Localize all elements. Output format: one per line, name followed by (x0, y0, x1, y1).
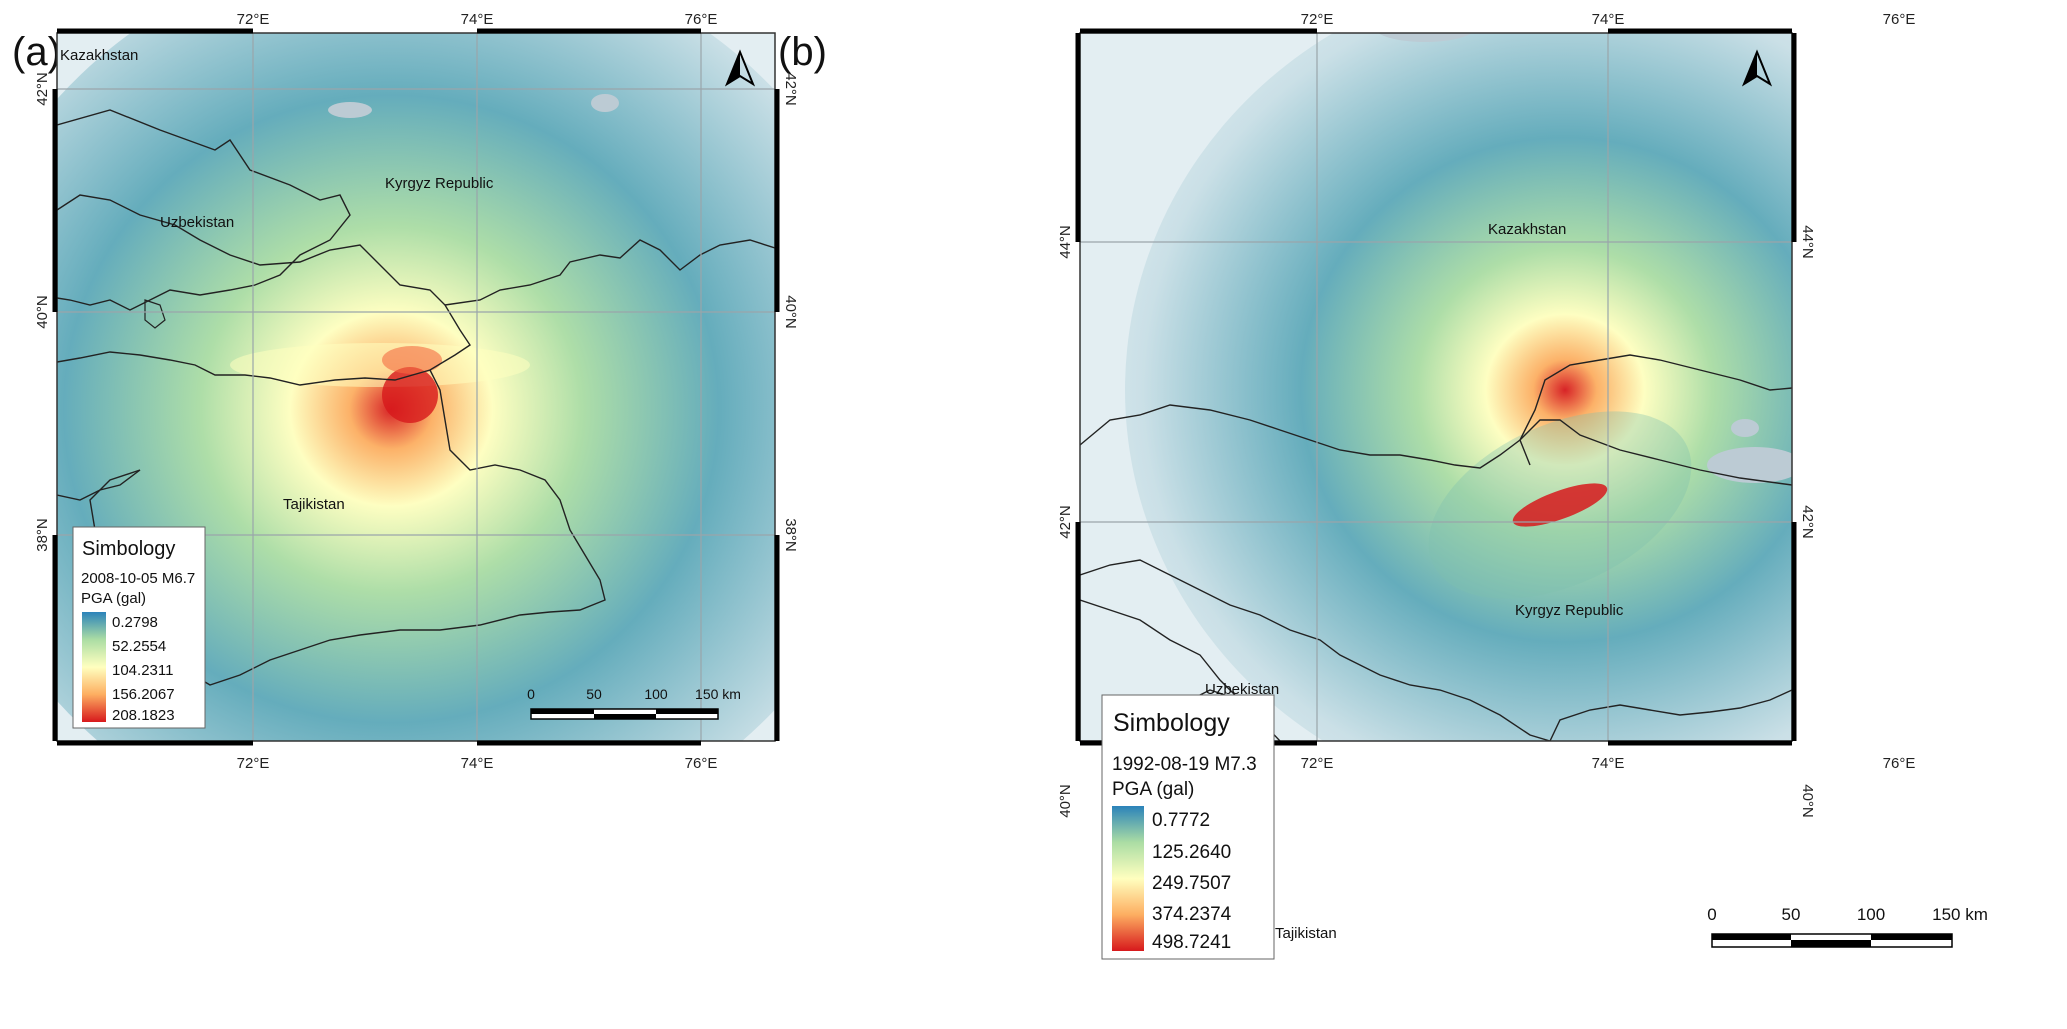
scale-label-b-3: 150 km (1932, 905, 1988, 924)
lon-tick-bottom-74: 74°E (461, 755, 494, 772)
legend-break-a-0: 0.2798 (112, 614, 158, 631)
country-label-tajikistan-a: Tajikistan (283, 496, 345, 513)
color-ramp-b (1112, 806, 1144, 951)
country-label-kazakhstan-b: Kazakhstan (1488, 221, 1566, 238)
border-kyrgyz-east-b (1549, 689, 1792, 741)
legend-break-b-4: 498.7241 (1152, 932, 1231, 953)
border-small-enclave-a (144, 299, 166, 329)
legend-event-a: 2008-10-05 M6.7 (81, 570, 195, 587)
lat-tick-left-42: 42°N (34, 72, 51, 106)
lon-tick-bottom-76: 76°E (685, 755, 718, 772)
country-label-uzbekistan-b: Uzbekistan (1205, 681, 1279, 698)
lake-b3 (1731, 419, 1759, 437)
lat-tick-right-40: 40°N (1799, 784, 1816, 818)
lat-tick-right-42: 42°N (782, 72, 799, 106)
legend-a: Simbology 2008-10-05 M6.7 PGA (gal) 0.27… (72, 526, 206, 729)
legend-unit-a: PGA (gal) (81, 590, 146, 607)
lake-b1 (1378, 33, 1472, 42)
legend-break-a-4: 208.1823 (112, 707, 175, 724)
lon-tick-top-76: 76°E (685, 11, 718, 28)
lat-tick-left-40: 40°N (1057, 784, 1074, 818)
lon-tick-top-72: 72°E (237, 11, 270, 28)
legend-break-b-1: 125.2640 (1152, 842, 1231, 863)
border-tajik-west-a (57, 469, 141, 501)
legend-break-a-1: 52.2554 (112, 638, 166, 655)
lake-b2 (1707, 447, 1792, 483)
border-kyrgyz-east-a (444, 239, 775, 306)
legend-break-b-2: 249.7507 (1152, 873, 1231, 894)
legend-break-a-2: 104.2311 (112, 662, 173, 679)
country-label-kyrgyz-b: Kyrgyz Republic (1515, 602, 1624, 619)
border-kyrgyz-north-a (57, 109, 351, 311)
lat-tick-right-42: 42°N (1799, 505, 1816, 539)
lon-tick-bottom-72: 72°E (237, 755, 270, 772)
legend-unit-b: PGA (gal) (1112, 779, 1194, 800)
lon-tick-bottom-72: 72°E (1301, 755, 1334, 772)
lake-a1 (328, 102, 372, 118)
lat-tick-right-44: 44°N (1799, 225, 1816, 259)
panel-b-label: (b) (778, 30, 827, 74)
lat-tick-left-42: 42°N (1057, 505, 1074, 539)
lake-a2 (591, 94, 619, 112)
map-panel-a: 72°E 74°E 76°E 72°E 74°E 76°E 42°N 40°N … (34, 11, 799, 772)
color-ramp-a (82, 612, 106, 722)
border-kyrgyz-south-b (1080, 559, 1551, 741)
border-uzbek-a (57, 194, 471, 386)
country-label-uzbekistan-a: Uzbekistan (160, 214, 234, 231)
scale-label-b-0: 0 (1707, 905, 1716, 924)
legend-event-b: 1992-08-19 M7.3 (1112, 754, 1257, 775)
grid-lines-b (1080, 33, 1792, 741)
country-label-tajikistan-b: Tajikistan (1275, 925, 1337, 942)
scale-label-a-2: 100 (644, 686, 668, 702)
lon-tick-top-76: 76°E (1883, 11, 1916, 28)
scale-label-a-1: 50 (586, 686, 602, 702)
lon-tick-top-74: 74°E (461, 11, 494, 28)
lat-tick-right-38: 38°N (782, 518, 799, 552)
legend-title-a: Simbology (82, 538, 175, 560)
lat-tick-left-44: 44°N (1057, 225, 1074, 259)
north-arrow-icon (724, 49, 756, 87)
panel-a-label: (a) (12, 30, 61, 74)
scale-bar-a: 0 50 100 150 km (527, 686, 741, 720)
north-arrow-icon (1741, 49, 1773, 87)
lat-tick-left-40: 40°N (34, 295, 51, 329)
lat-tick-left-38: 38°N (34, 518, 51, 552)
lon-tick-bottom-74: 74°E (1592, 755, 1625, 772)
lon-tick-bottom-76: 76°E (1883, 755, 1916, 772)
country-label-kyrgyz-a: Kyrgyz Republic (385, 175, 494, 192)
lon-tick-top-72: 72°E (1301, 11, 1334, 28)
legend-break-a-3: 156.2067 (112, 686, 175, 703)
scale-label-b-2: 100 (1857, 905, 1885, 924)
map-panel-b: 72°E 74°E 76°E 72°E 74°E 76°E 44°N 42°N … (1057, 11, 1988, 960)
legend-b: Simbology 1992-08-19 M7.3 PGA (gal) 0.77… (1101, 694, 1275, 960)
legend-break-b-3: 374.2374 (1152, 904, 1232, 925)
scale-bar-b: 0 50 100 150 km (1707, 905, 1988, 948)
country-label-kazakhstan-a: Kazakhstan (60, 47, 138, 64)
scale-label-a-3: 150 km (695, 686, 741, 702)
scale-label-a-0: 0 (527, 686, 535, 702)
frame-ticks-a (52, 28, 780, 746)
border-kyrgyz-north-b (1519, 354, 1792, 466)
legend-break-b-0: 0.7772 (1152, 810, 1210, 831)
lon-tick-top-74: 74°E (1592, 11, 1625, 28)
legend-title-b: Simbology (1113, 709, 1230, 737)
border-kazakh-kyrgyz-b (1080, 404, 1792, 486)
lat-tick-right-40: 40°N (782, 295, 799, 329)
scale-label-b-1: 50 (1782, 905, 1801, 924)
